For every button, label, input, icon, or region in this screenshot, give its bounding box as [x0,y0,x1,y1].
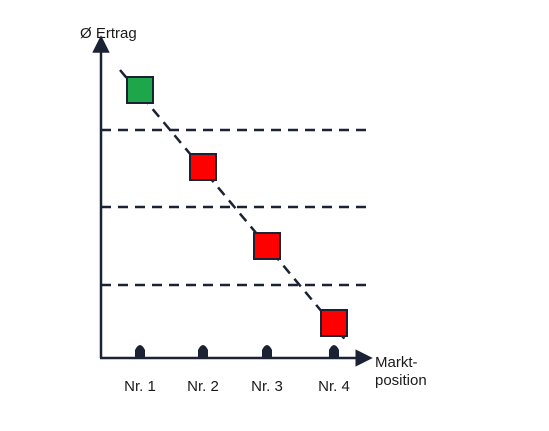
trend-line [119,69,349,344]
position-square [320,309,348,337]
level-lines [101,69,368,344]
position-label: Nr. 3 [251,378,283,395]
position-square [189,153,217,181]
positions: Nr. 1 Nr. 2 Nr. 3 Nr. 4 [124,76,350,395]
position-label: Nr. 4 [318,378,350,395]
position-square [253,232,281,260]
tick-marker [135,345,145,358]
tick-marker [262,345,272,358]
position-label: Nr. 2 [187,378,219,395]
tick-marker [198,345,208,358]
tick-marker [329,345,339,358]
x-axis-label: Markt- [375,354,418,371]
x-axis-label: position [375,372,427,389]
position-square [126,76,154,104]
y-axis-label: Ø Ertrag [80,25,137,42]
position-label: Nr. 1 [124,378,156,395]
